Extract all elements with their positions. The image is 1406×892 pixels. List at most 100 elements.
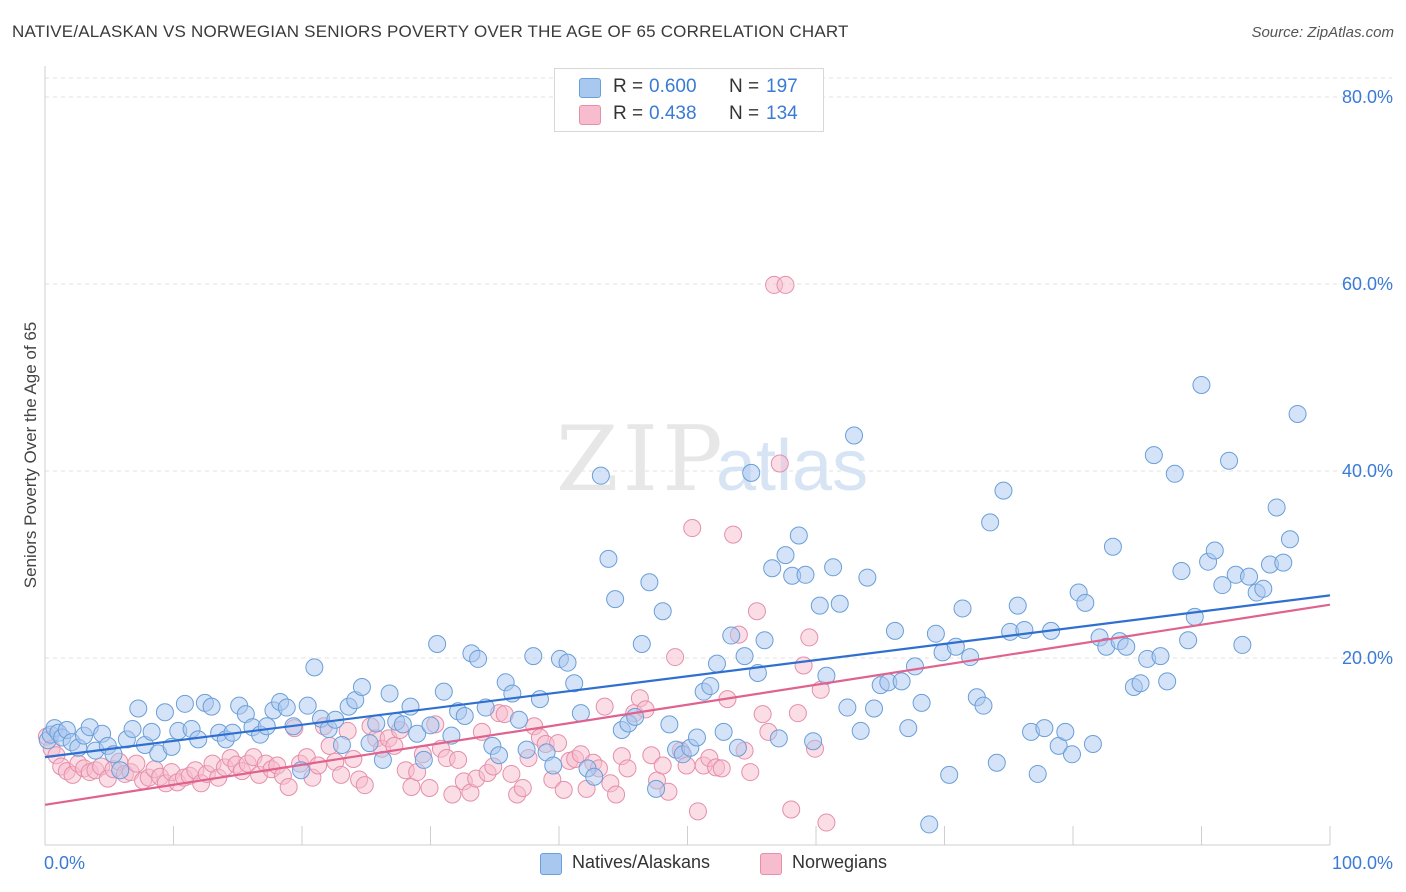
point-norwegians: [688, 802, 707, 821]
point-natives: [123, 720, 142, 739]
legend-swatch-norwegians: [579, 105, 601, 125]
point-natives: [524, 647, 543, 666]
point-norwegians: [724, 525, 743, 544]
point-natives: [367, 714, 386, 733]
point-natives: [769, 729, 788, 748]
point-natives: [1274, 553, 1293, 572]
point-natives: [1076, 593, 1095, 612]
point-natives: [728, 738, 747, 757]
point-natives: [701, 677, 720, 696]
point-natives: [776, 546, 795, 565]
point-natives: [804, 732, 823, 751]
point-natives: [961, 648, 980, 667]
point-norwegians: [653, 756, 672, 775]
point-natives: [755, 631, 774, 650]
point-natives: [810, 596, 829, 615]
point-natives: [1220, 451, 1239, 470]
point-natives: [558, 653, 577, 672]
watermark-atlas: atlas: [716, 426, 868, 506]
point-norwegians: [554, 780, 573, 799]
point-natives: [920, 815, 939, 834]
bottom-legend-swatch-natives: [540, 853, 562, 875]
natives-points: [38, 375, 1307, 834]
point-natives: [155, 703, 174, 722]
point-norwegians: [642, 746, 661, 765]
point-natives: [517, 740, 536, 759]
point-natives: [817, 666, 836, 685]
point-norwegians: [513, 778, 532, 797]
point-natives: [1179, 631, 1198, 650]
point-norwegians: [420, 778, 439, 797]
point-norwegians: [344, 749, 363, 768]
point-norwegians: [607, 785, 626, 804]
point-natives: [905, 657, 924, 676]
point-natives: [476, 698, 495, 717]
point-natives: [305, 658, 324, 677]
chart-title: NATIVE/ALASKAN VS NORWEGIAN SENIORS POVE…: [12, 22, 849, 41]
point-natives: [1028, 764, 1047, 783]
point-natives: [544, 756, 563, 775]
point-norwegians: [747, 602, 766, 621]
point-natives: [434, 682, 453, 701]
point-natives: [175, 694, 194, 713]
point-norwegians: [402, 778, 421, 797]
point-natives: [824, 558, 843, 577]
point-natives: [298, 696, 317, 715]
point-natives: [111, 761, 130, 780]
legend-n-label: N =: [729, 76, 760, 97]
point-natives: [865, 699, 884, 718]
point-natives: [1213, 576, 1232, 595]
point-norwegians: [817, 813, 836, 832]
point-natives: [352, 677, 371, 696]
point-natives: [1015, 620, 1034, 639]
point-natives: [885, 621, 904, 640]
legend-n-value: 197: [766, 76, 798, 97]
point-natives: [257, 717, 276, 736]
point-natives: [735, 647, 754, 666]
point-norwegians: [443, 785, 462, 804]
point-natives: [509, 710, 528, 729]
point-natives: [845, 426, 864, 445]
point-natives: [1172, 562, 1191, 581]
point-natives: [1205, 541, 1224, 560]
point-natives: [899, 719, 918, 738]
point-natives: [408, 724, 427, 743]
bottom-legend-label-natives: Natives/Alaskans: [572, 852, 711, 872]
axes: [44, 66, 1331, 846]
point-norwegians: [776, 275, 795, 294]
point-natives: [742, 463, 761, 482]
legend-r-value: 0.600: [649, 76, 697, 97]
point-natives: [830, 594, 849, 613]
trend-lines: [44, 594, 1331, 806]
point-norwegians: [355, 776, 374, 795]
point-natives: [277, 698, 296, 717]
bottom-legend-swatch-norwegians: [760, 853, 782, 875]
point-natives: [1008, 596, 1027, 615]
point-natives: [455, 706, 474, 725]
point-natives: [632, 634, 651, 653]
point-natives: [763, 559, 782, 578]
point-natives: [1035, 719, 1054, 738]
point-norwegians: [788, 704, 807, 723]
point-natives: [912, 693, 931, 712]
point-natives: [653, 602, 672, 621]
point-natives: [1144, 446, 1163, 465]
point-natives: [129, 699, 148, 718]
point-natives: [469, 649, 488, 668]
point-norwegians: [332, 765, 351, 784]
point-natives: [722, 626, 741, 645]
point-natives: [1151, 647, 1170, 666]
point-natives: [1233, 635, 1252, 654]
point-natives: [838, 698, 857, 717]
point-natives: [707, 654, 726, 673]
point-natives: [1117, 637, 1136, 656]
point-norwegians: [794, 656, 813, 675]
point-natives: [421, 716, 440, 735]
point-natives: [1254, 579, 1273, 598]
point-natives: [1165, 464, 1184, 483]
point-norwegians: [595, 697, 614, 716]
point-natives: [1083, 735, 1102, 754]
y-tick-label: 40.0%: [1342, 461, 1393, 481]
point-natives: [1280, 530, 1299, 549]
